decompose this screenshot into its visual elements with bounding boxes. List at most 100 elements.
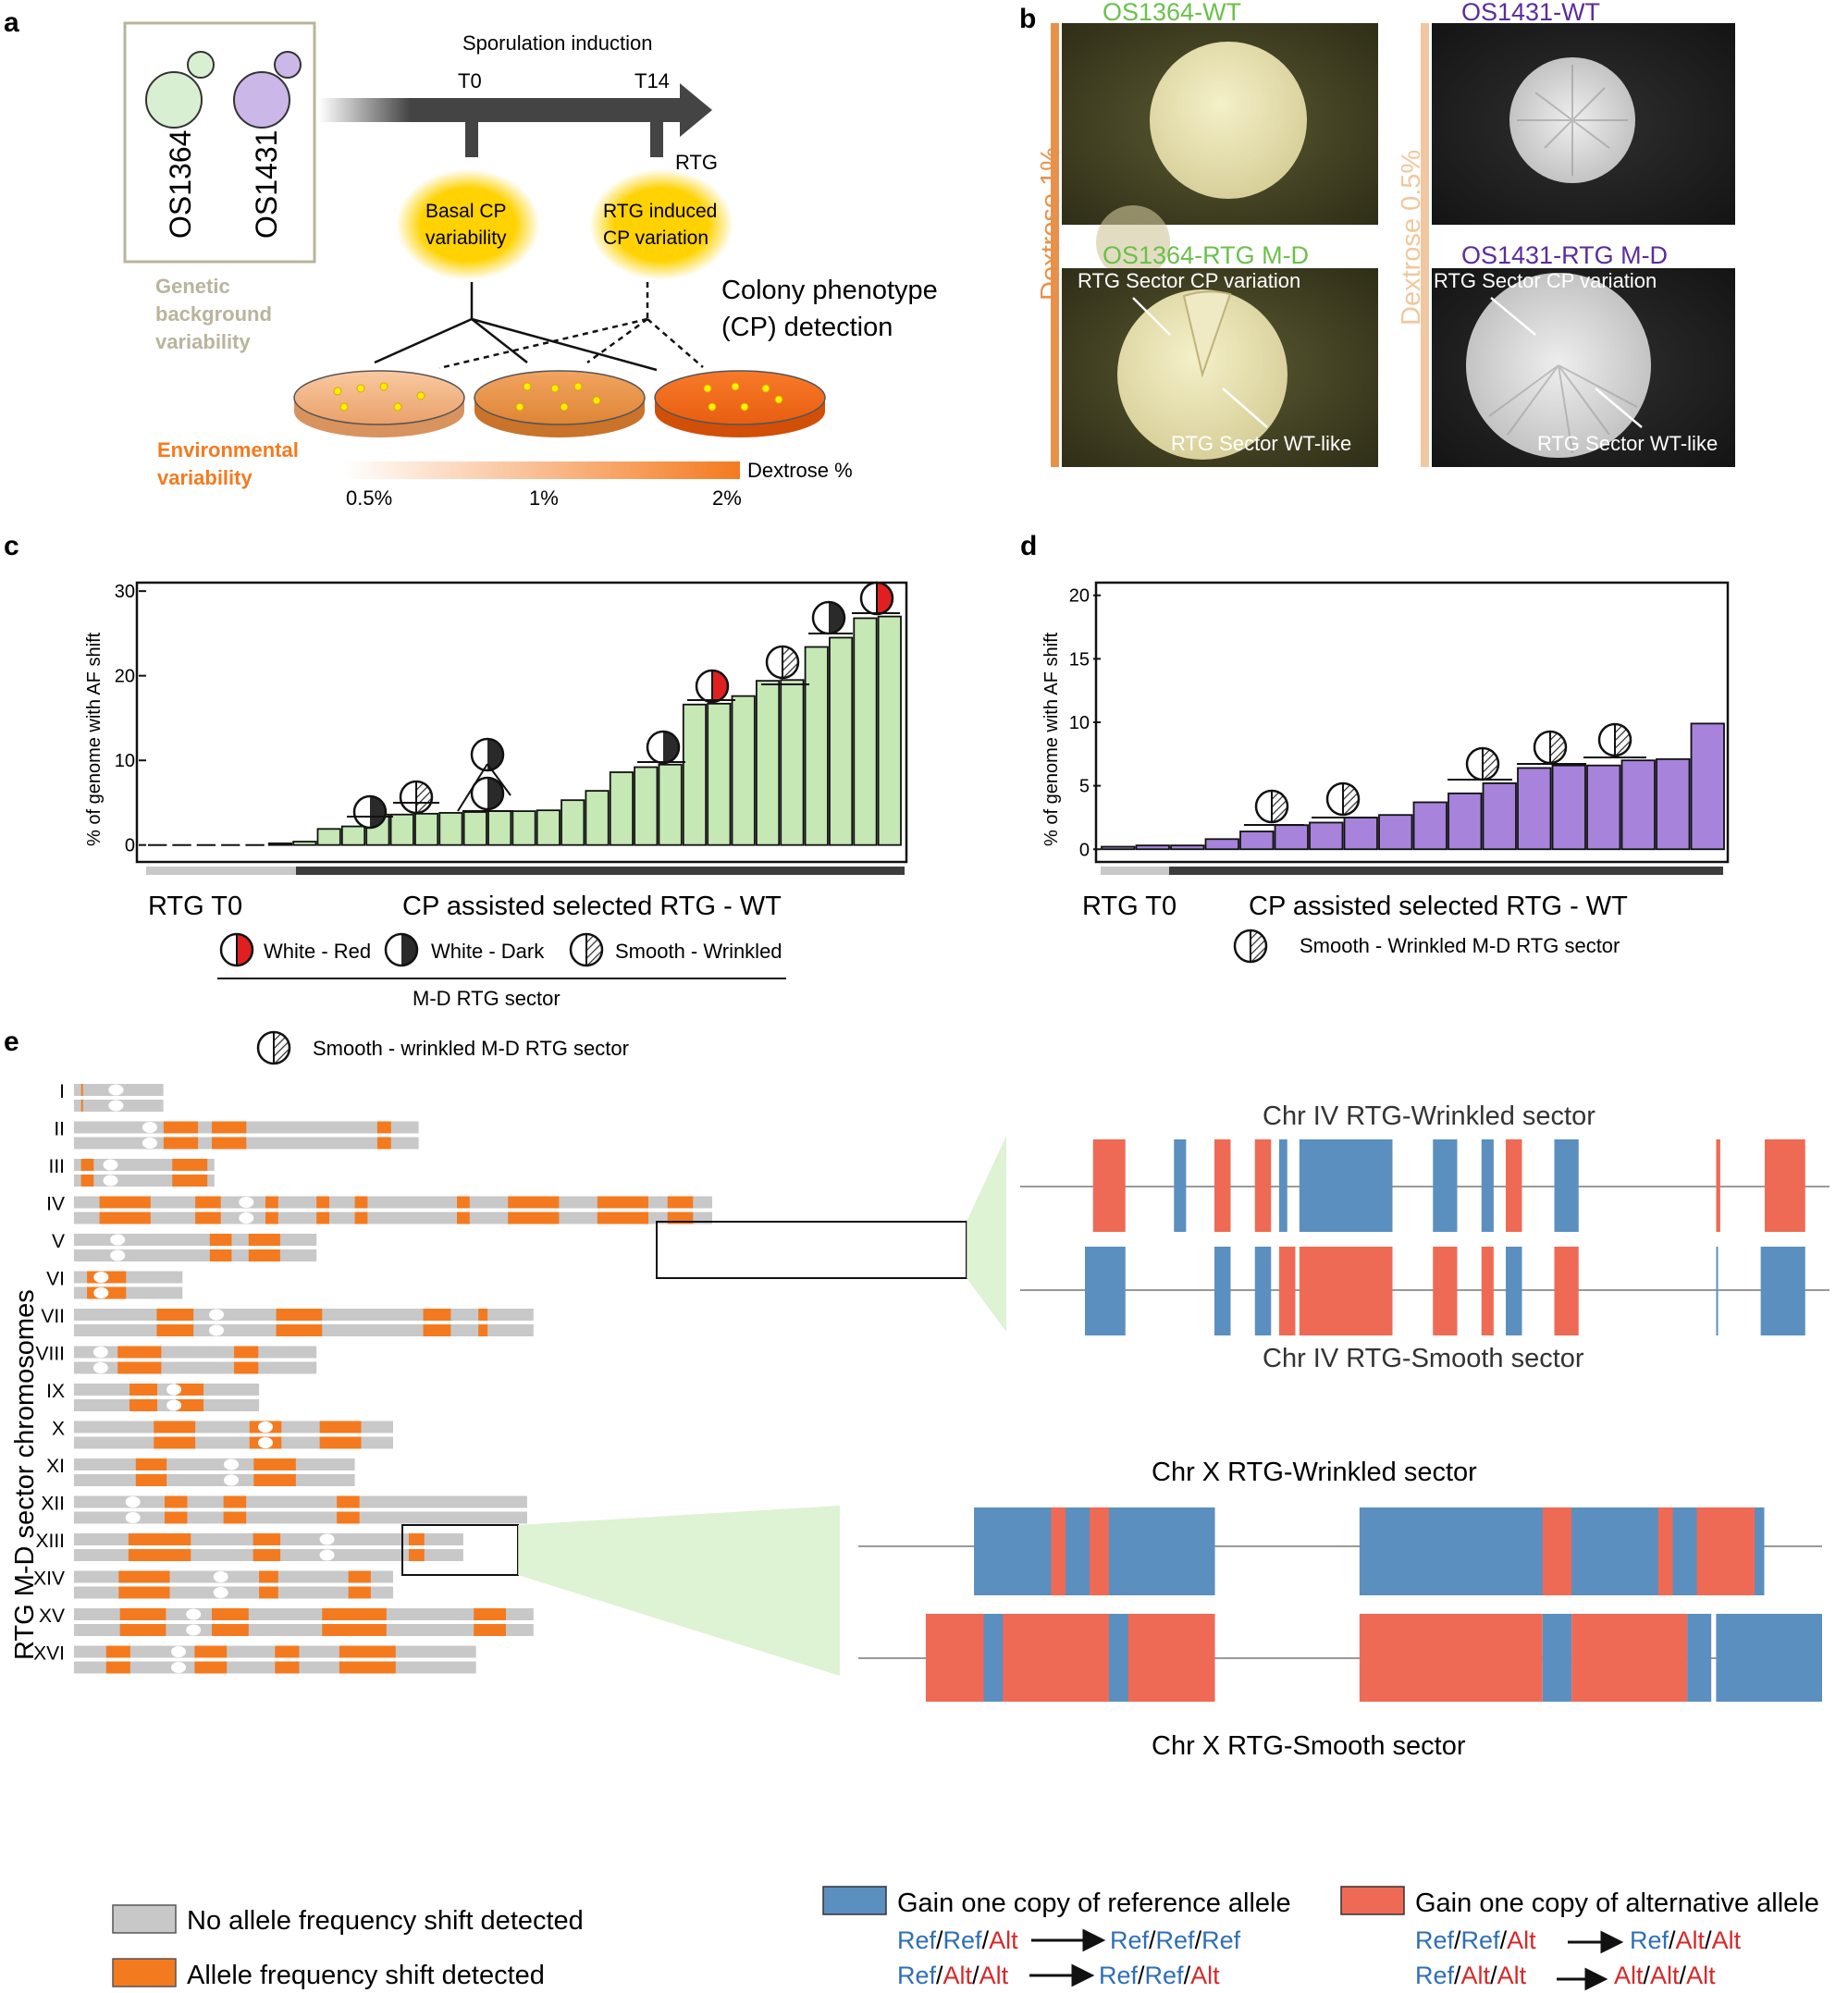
- c-ytick-label-3: 30: [115, 582, 135, 602]
- d-ytick-label-3: 15: [1069, 649, 1090, 670]
- c-bar-13: [462, 811, 487, 846]
- af-shift-segment: [354, 1212, 368, 1224]
- c-bar-14: [487, 810, 512, 846]
- chr-IX-homolog-1: [74, 1399, 260, 1411]
- centromere: [258, 1421, 273, 1433]
- af-shift-segment: [135, 1474, 167, 1486]
- af-shift-segment: [129, 1384, 158, 1396]
- smooth-wrinkled-icon: [1325, 781, 1361, 817]
- chr4-wrinkled-block: [1092, 1139, 1126, 1232]
- af-shift-segment: [163, 1137, 199, 1150]
- panel-label-c: c: [4, 531, 19, 561]
- d-ylabel: % of genome with AF shift: [1041, 632, 1062, 846]
- af-shift-segment: [337, 1511, 360, 1524]
- chr-label-V: V: [52, 1231, 65, 1252]
- tick-0.5: 0.5%: [346, 486, 392, 510]
- svg-text:Ref/Alt/Alt: Ref/Alt/Alt: [1415, 1962, 1527, 1989]
- e-ylabel: RTG M-D sector chromosomes: [10, 1289, 40, 1660]
- chr4-wrinkled-block: [1279, 1139, 1287, 1232]
- af-shift-segment: [376, 1121, 391, 1134]
- c-bar-24: [731, 695, 756, 846]
- chr-label-XIV: XIV: [33, 1569, 65, 1590]
- chr-label-VII: VII: [41, 1306, 65, 1327]
- wrinkle-pattern: [1517, 65, 1628, 176]
- white-dark-icon: [470, 776, 505, 811]
- c-bar-8: [340, 825, 366, 846]
- white-dark-icon: [470, 737, 505, 772]
- dextrose-label: Dextrose %: [747, 459, 853, 482]
- chr4-wrinkled-block: [1481, 1139, 1494, 1232]
- af-shift-segment: [265, 1196, 278, 1209]
- centromere: [224, 1458, 240, 1470]
- af-shift-segment: [457, 1212, 470, 1224]
- d-bar-4: [1239, 830, 1275, 851]
- os1364-wt-title: OS1364-WT: [1103, 0, 1241, 26]
- colony-label-2: (CP) detection: [721, 313, 893, 342]
- c-group-t0: RTG T0: [148, 892, 242, 921]
- panel-b: b OS1364-WT OS1431-WT Dextrose 1% Dextro…: [1019, 0, 1735, 467]
- sector: [1182, 290, 1232, 378]
- c-bar-7: [316, 828, 341, 846]
- chr-label-IV: IV: [46, 1194, 65, 1215]
- af-shift-segment: [275, 1661, 300, 1674]
- env-label-2: variability: [157, 466, 253, 489]
- af-shift-segment: [259, 1570, 278, 1583]
- chr4-smooth-block: [1254, 1247, 1272, 1335]
- chromosome-V: V: [52, 1231, 317, 1261]
- colony-edge: [1096, 205, 1170, 279]
- legend-smooth-wrinkled: Smooth - Wrinkled: [615, 940, 782, 963]
- panel-e: e Smooth - wrinkled M-D RTG sector RTG M…: [4, 1027, 1830, 1991]
- chr4-top-title: Chr IV RTG-Wrinkled sector: [1263, 1101, 1595, 1131]
- chr-VIII-homolog-0: [74, 1346, 317, 1359]
- af-shift-segment: [474, 1624, 506, 1636]
- af-shift-segment: [223, 1495, 247, 1508]
- panel-a: a OS1364 OS1431 Genetic background varia…: [4, 7, 938, 510]
- af-shift-segment: [408, 1549, 425, 1561]
- basal-glow: [396, 169, 540, 280]
- af-shift-segment: [319, 1436, 362, 1449]
- timeline-arrow: [319, 98, 684, 122]
- centromere: [166, 1399, 182, 1411]
- svg-text:Ref/Ref/Alt: Ref/Ref/Alt: [897, 1926, 1018, 1954]
- af-shift-segment: [234, 1361, 259, 1374]
- svg-text:Alt/Alt/Alt: Alt/Alt/Alt: [1614, 1962, 1716, 1989]
- legend-ref: Gain one copy of reference allele: [897, 1888, 1291, 1918]
- arrow-icons: [1029, 1928, 1624, 1991]
- chr-label-XII: XII: [41, 1494, 65, 1515]
- chrx-smooth-block: [983, 1614, 1004, 1702]
- af-shift-segment: [667, 1196, 694, 1209]
- centromere: [103, 1175, 118, 1187]
- legend-grey-swatch: [112, 1904, 177, 1934]
- d-bar-13: [1551, 764, 1586, 851]
- chrx-smooth-block: [1108, 1614, 1128, 1702]
- smooth-wrinkled-icon: [1533, 730, 1568, 765]
- af-shift-segment: [117, 1361, 162, 1374]
- smooth-wrinkled-icon: [399, 780, 434, 815]
- chr4-wrinkled-block: [1554, 1139, 1579, 1232]
- tick-2: 2%: [712, 486, 742, 510]
- centromere: [92, 1347, 108, 1358]
- chromosome-IV: IV: [46, 1194, 712, 1224]
- af-shift-segment: [322, 1624, 387, 1636]
- d-bar-7: [1343, 817, 1378, 851]
- chr4-smooth-block: [1506, 1247, 1522, 1335]
- af-shift-segment: [319, 1421, 362, 1433]
- d-bar-16: [1656, 757, 1691, 851]
- d-annotations: [1244, 722, 1646, 826]
- chr4-smooth-block: [1433, 1247, 1458, 1335]
- panel-label-d: d: [1020, 531, 1037, 561]
- chr-label-XVI: XVI: [33, 1643, 65, 1665]
- induced-label-1: RTG induced: [603, 201, 717, 222]
- white-dark-icon: [646, 730, 681, 765]
- panel-d: d % of genome with AF shift 0 5 10 15 20 RTG…: [1020, 531, 1730, 964]
- centromere: [166, 1384, 182, 1396]
- chromosome-I: I: [59, 1081, 164, 1112]
- af-shift-segment: [316, 1212, 329, 1224]
- af-shift-segment: [253, 1549, 281, 1561]
- af-shift-segment: [105, 1645, 130, 1658]
- af-shift-segment: [457, 1196, 470, 1209]
- chr-XII-homolog-0: [74, 1495, 527, 1508]
- connector-lines: [374, 282, 704, 372]
- chrx-wrinkled-block: [1051, 1507, 1066, 1595]
- dextrose1-bar: [1051, 23, 1059, 467]
